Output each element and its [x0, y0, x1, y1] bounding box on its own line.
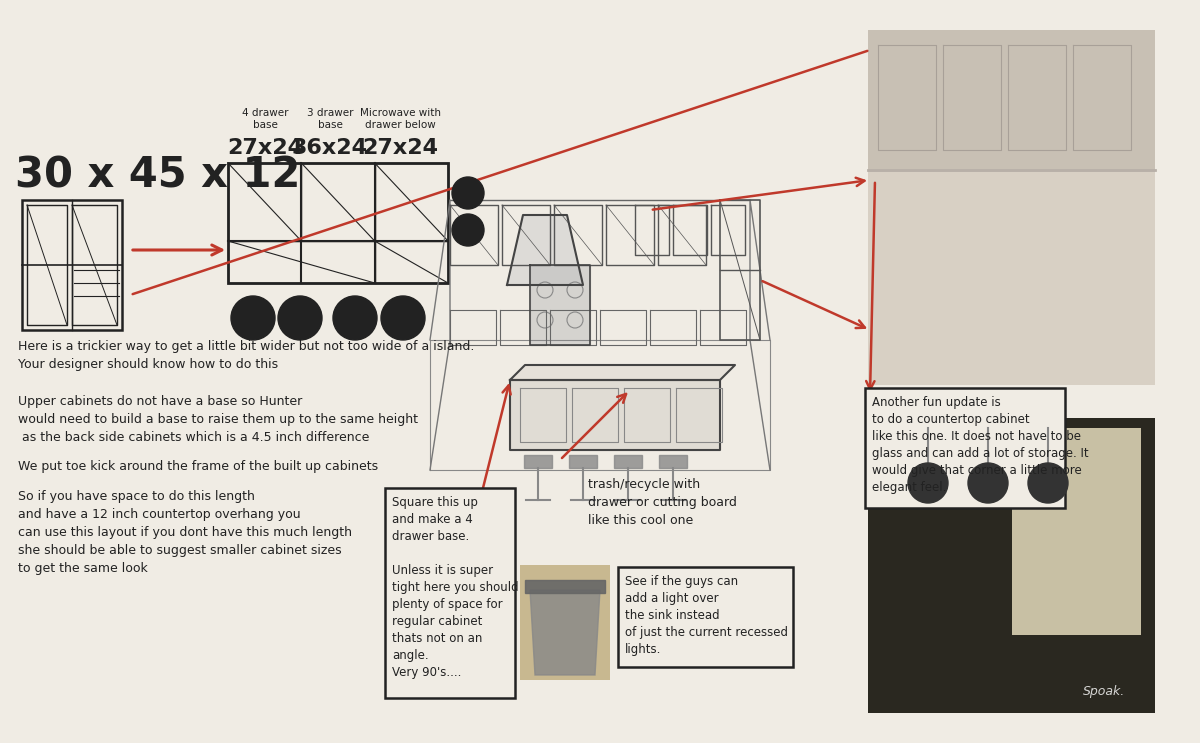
Text: trash/recycle with
drawer or cutting board
like this cool one: trash/recycle with drawer or cutting boa…: [588, 478, 737, 527]
Bar: [868, 30, 1154, 385]
Polygon shape: [510, 380, 720, 450]
Bar: [865, 388, 1066, 508]
Polygon shape: [530, 265, 590, 345]
Polygon shape: [530, 590, 600, 675]
Text: 27x24: 27x24: [362, 138, 438, 158]
Text: See if the guys can
add a light over
the sink instead
of just the current recess: See if the guys can add a light over the…: [625, 575, 788, 656]
Circle shape: [334, 296, 377, 340]
Bar: [868, 30, 1154, 172]
Bar: [618, 567, 793, 667]
Circle shape: [230, 296, 275, 340]
Text: Upper cabinets do not have a base so Hunter
would need to build a base to raise : Upper cabinets do not have a base so Hun…: [18, 395, 418, 444]
Polygon shape: [569, 455, 598, 468]
Text: Spoak.: Spoak.: [1082, 685, 1126, 698]
Text: Microwave with: Microwave with: [360, 108, 440, 118]
Circle shape: [452, 214, 484, 246]
Polygon shape: [526, 580, 605, 593]
Text: Square this up
and make a 4
drawer base.

Unless it is super
tight here you shou: Square this up and make a 4 drawer base.…: [392, 496, 518, 679]
Text: Another fun update is
to do a countertop cabinet
like this one. It does not have: Another fun update is to do a countertop…: [872, 396, 1088, 494]
Bar: [1012, 428, 1141, 635]
Text: 4 drawer: 4 drawer: [241, 108, 288, 118]
Bar: [385, 488, 515, 698]
Bar: [22, 200, 122, 330]
Polygon shape: [508, 215, 583, 285]
Text: We put toe kick around the frame of the built up cabinets: We put toe kick around the frame of the …: [18, 460, 378, 473]
Circle shape: [382, 296, 425, 340]
Text: base: base: [252, 120, 277, 130]
Polygon shape: [524, 455, 552, 468]
Text: Here is a trickier way to get a little bit wider but not too wide of a island.
Y: Here is a trickier way to get a little b…: [18, 340, 474, 371]
Text: So if you have space to do this length
and have a 12 inch countertop overhang yo: So if you have space to do this length a…: [18, 490, 352, 575]
Polygon shape: [510, 365, 734, 380]
Bar: [868, 418, 1154, 713]
Text: drawer below: drawer below: [365, 120, 436, 130]
Polygon shape: [614, 455, 642, 468]
Bar: [228, 163, 448, 283]
Text: 27x24: 27x24: [227, 138, 302, 158]
Text: 30 x 45 x 12: 30 x 45 x 12: [14, 154, 300, 196]
Circle shape: [968, 463, 1008, 503]
Bar: [520, 565, 610, 680]
Circle shape: [452, 177, 484, 209]
Circle shape: [908, 463, 948, 503]
Text: 36x24: 36x24: [292, 138, 368, 158]
Text: base: base: [318, 120, 342, 130]
Circle shape: [278, 296, 322, 340]
Polygon shape: [659, 455, 686, 468]
Circle shape: [1028, 463, 1068, 503]
Text: 3 drawer: 3 drawer: [307, 108, 353, 118]
